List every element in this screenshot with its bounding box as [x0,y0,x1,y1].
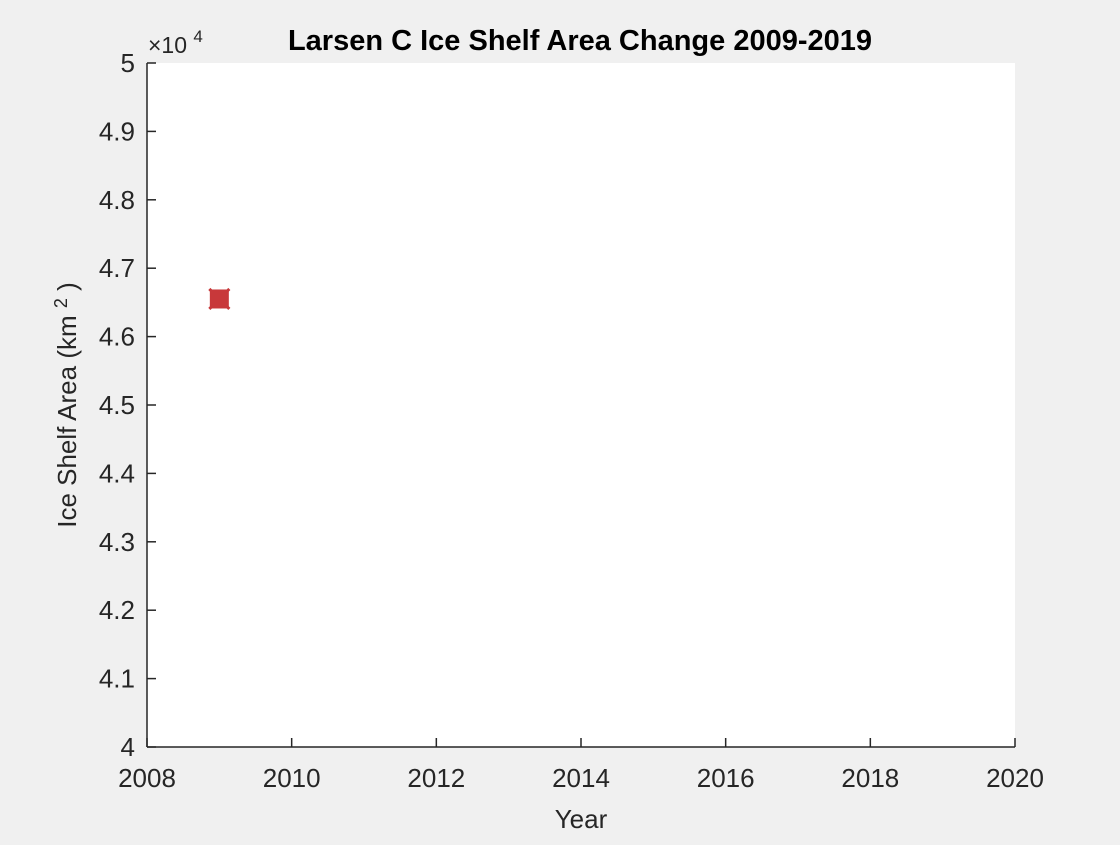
y-tick-label: 4.2 [99,595,135,625]
y-axis-ticks: 4 4.1 4.2 4.3 4.4 4.5 4.6 4.7 4.8 4.9 5 [99,48,156,762]
chart-title: Larsen C Ice Shelf Area Change 2009-2019 [288,25,872,57]
y-tick-label: 4.4 [99,458,135,488]
marker-cross-b [208,287,231,311]
y-tick-label: 4.1 [99,664,135,694]
y-tick-label: 4.6 [99,322,135,352]
y-tick-label: 4.7 [99,253,135,283]
x-tick-label: 2008 [118,763,176,793]
x-tick-label: 2020 [986,763,1044,793]
x-tick-label: 2012 [407,763,465,793]
y-tick-label: 5 [121,48,135,78]
x-tick-label: 2010 [263,763,321,793]
y-tick-label: 4.9 [99,116,135,146]
y-tick-label: 4.8 [99,185,135,215]
x-axis-ticks: 2008 2010 2012 2014 2016 2018 2020 [118,738,1044,793]
y-axis-label-text: Ice Shelf Area (km [52,315,82,527]
data-point-marker [208,287,231,311]
y-exponent-prefix: ×10 [148,32,187,58]
y-axis-label-superscript: 2 [51,298,71,308]
x-tick-label: 2018 [841,763,899,793]
x-tick-label: 2014 [552,763,610,793]
x-axis-label: Year [555,804,608,834]
plot-area [147,63,1015,747]
x-tick-label: 2016 [697,763,755,793]
y-exponent-label: ×10 4 [148,27,203,58]
y-exponent-power: 4 [193,27,202,46]
y-tick-label: 4.5 [99,390,135,420]
data-markers [208,287,231,311]
y-tick-label: 4 [121,732,135,762]
y-axis-label: Ice Shelf Area (km 2 ) [43,282,82,528]
y-tick-label: 4.3 [99,527,135,557]
y-axis-label-suffix: ) [52,282,82,291]
